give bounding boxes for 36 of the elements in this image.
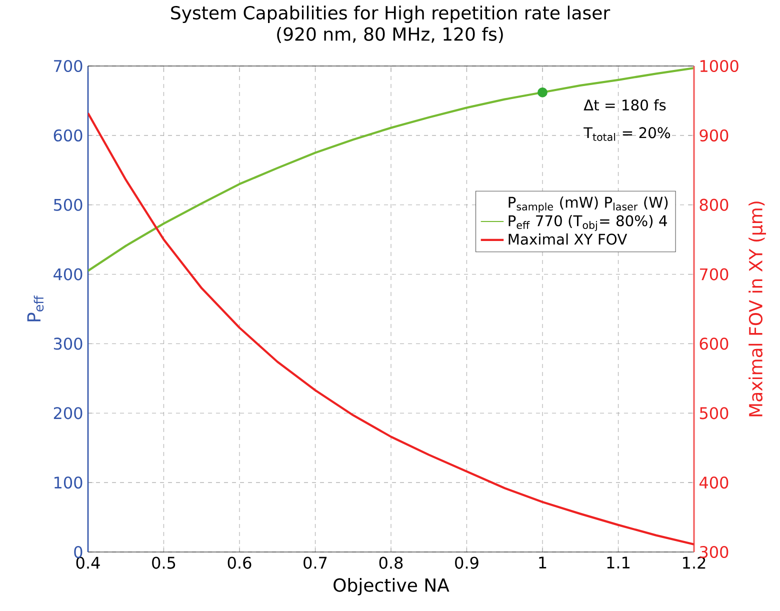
x-axis-title: Objective NA — [334, 578, 450, 596]
y-tick-label: 100 — [54, 476, 82, 489]
chart-subtitle: (920 nm, 80 MHz, 120 fs) — [277, 26, 503, 44]
y2-tick-label: 400 — [699, 476, 728, 489]
x-tick-label: 0.9 — [455, 556, 478, 569]
y2-tick-label: 1000 — [700, 60, 738, 72]
legend-label: Maximal XY FOV — [508, 233, 628, 245]
y2-tick-label: 700 — [700, 268, 728, 280]
y-tick-label: 200 — [54, 407, 82, 420]
y2-axis-title: Maximal FOV in XY (µm) — [748, 202, 766, 416]
chart-title: System Capabilities for High repetition rate laser — [171, 6, 610, 24]
line-series — [88, 67, 694, 272]
y-tick-label: 300 — [54, 338, 82, 350]
y-axis-title: P$_{eff}$ — [27, 295, 44, 322]
y-tick-label: 500 — [54, 198, 82, 211]
y2-tick-label: 900 — [700, 129, 728, 142]
x-tick-label: 1 — [539, 556, 546, 568]
x-tick-label: 1.2 — [683, 556, 706, 569]
x-tick-label: 0.7 — [304, 556, 327, 569]
y-tick-label: 700 — [54, 60, 82, 72]
y-tick-label: 0 — [74, 546, 82, 558]
legend-label: P$_{eff}$ 770 (T$_{obj}$= 80%) 4 — [508, 214, 667, 231]
annotation: Δt = 180 fs — [584, 99, 666, 111]
y2-tick-label: 500 — [700, 407, 728, 420]
x-tick-label: 0.5 — [152, 556, 176, 569]
annotation: T$_{total}$ = 20% — [584, 127, 670, 141]
y-tick-label: 600 — [54, 129, 82, 142]
x-tick-label: 0.4 — [76, 556, 100, 569]
x-tick-label: 0.8 — [379, 556, 403, 569]
y2-tick-label: 600 — [700, 338, 728, 350]
x-tick-label: 1.1 — [607, 556, 630, 568]
y2-tick-label: 800 — [700, 198, 728, 211]
y-tick-label: 400 — [54, 268, 82, 280]
legend-title: P$_{sample}$ (mW) P$_{laser}$ (W) — [508, 196, 668, 213]
y2-tick-label: 300 — [700, 546, 728, 558]
x-tick-label: 0.6 — [228, 556, 252, 569]
